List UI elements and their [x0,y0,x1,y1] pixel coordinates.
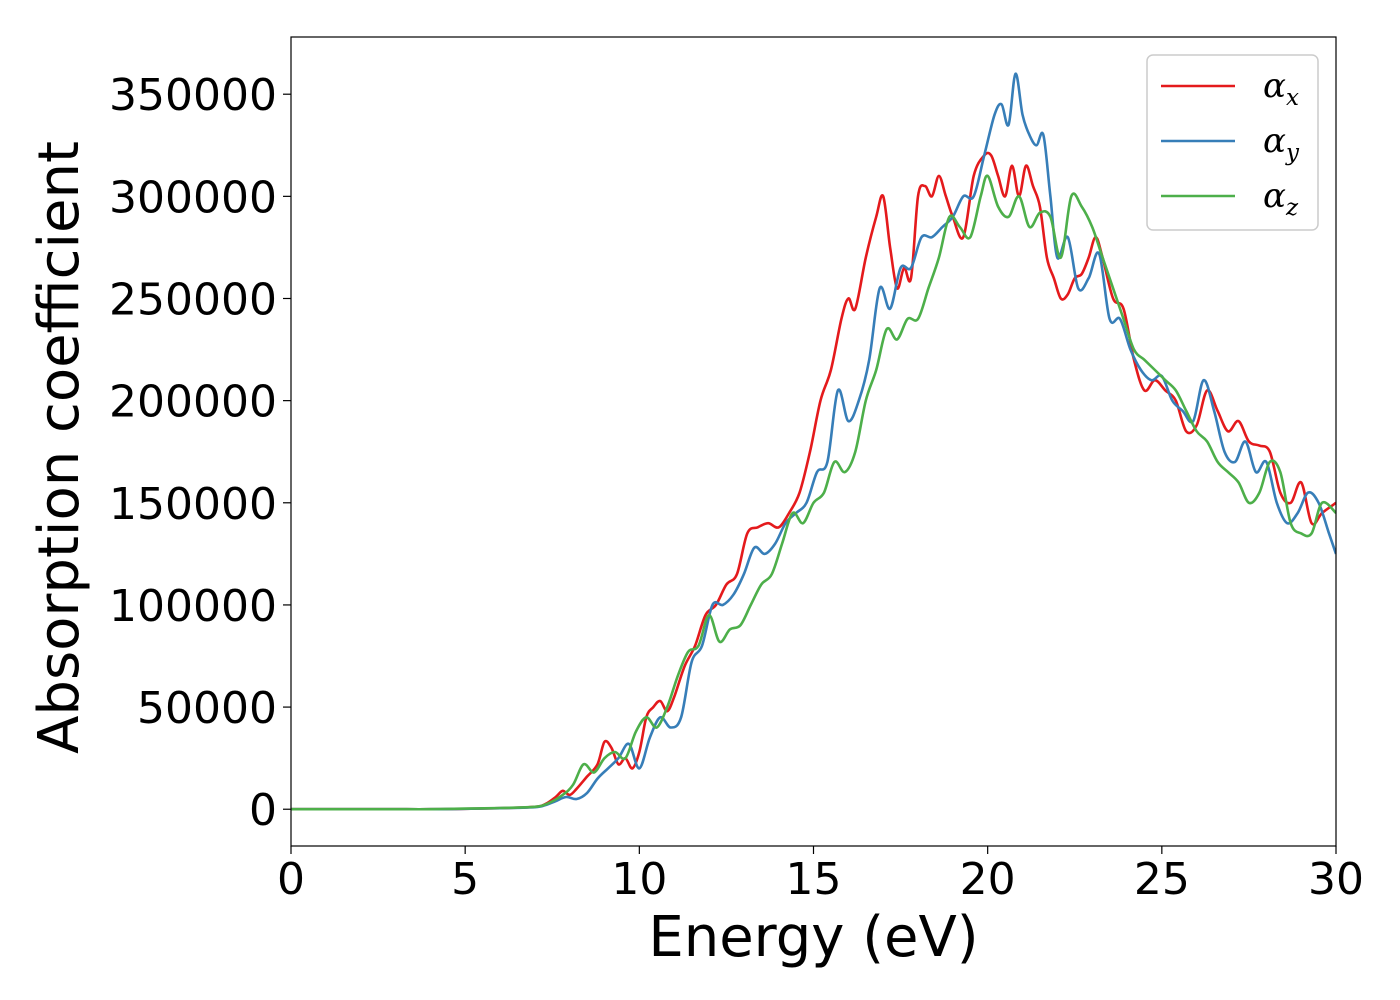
y-tick-label: 200000 [109,377,277,428]
y-tick-label: 100000 [109,581,277,632]
y-tick-label: 150000 [109,479,277,530]
x-tick-label: 25 [1134,854,1190,905]
x-tick-label: 30 [1308,854,1364,905]
y-tick-label: 350000 [109,70,277,121]
legend-box [1146,54,1319,231]
y-tick-label: 0 [249,785,277,836]
x-tick-label: 5 [451,854,479,905]
x-tick-label: 20 [960,854,1016,905]
series-layer [291,72,1336,811]
x-tick-label: 10 [611,854,667,905]
series-line-alpha-z [291,174,1336,811]
y-axis-label: Absorption coefficient [27,141,92,754]
x-tick-label: 15 [786,854,842,905]
x-tick-label: 0 [277,854,305,905]
y-tick-label: 250000 [109,274,277,325]
series-line-alpha-x [291,151,1336,811]
y-tick-label: 300000 [109,172,277,223]
y-axis: 0 50000 100000 150000 200000 250000 300000 3500… [109,70,291,836]
x-axis-label: Energy (eV) [648,905,978,970]
y-tick-label: 50000 [137,683,277,734]
x-axis: 0 5 10 15 20 25 30 [277,846,1364,905]
series-line-alpha-y [291,72,1336,811]
